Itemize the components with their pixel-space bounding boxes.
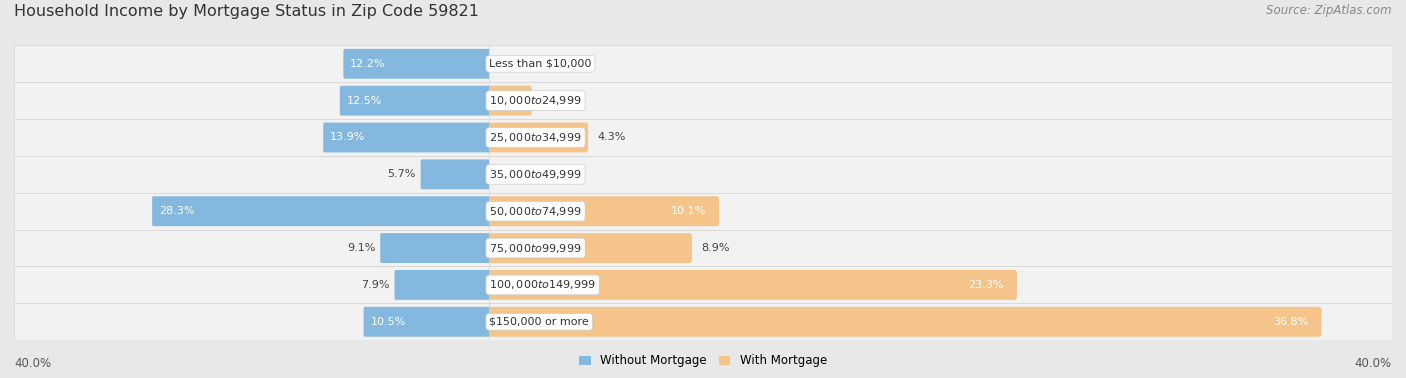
- Text: 9.1%: 9.1%: [347, 243, 375, 253]
- FancyBboxPatch shape: [489, 119, 1392, 156]
- FancyBboxPatch shape: [489, 45, 1392, 82]
- FancyBboxPatch shape: [323, 122, 491, 152]
- FancyBboxPatch shape: [14, 82, 489, 119]
- Text: Less than $10,000: Less than $10,000: [489, 59, 592, 69]
- FancyBboxPatch shape: [395, 270, 491, 300]
- Text: 36.8%: 36.8%: [1272, 317, 1309, 327]
- Text: 12.2%: 12.2%: [350, 59, 385, 69]
- FancyBboxPatch shape: [488, 270, 1017, 300]
- Text: Household Income by Mortgage Status in Zip Code 59821: Household Income by Mortgage Status in Z…: [14, 4, 479, 19]
- FancyBboxPatch shape: [340, 86, 491, 116]
- Text: 4.3%: 4.3%: [598, 133, 626, 143]
- FancyBboxPatch shape: [420, 160, 491, 189]
- Text: $10,000 to $24,999: $10,000 to $24,999: [489, 94, 582, 107]
- Text: $75,000 to $99,999: $75,000 to $99,999: [489, 242, 582, 254]
- FancyBboxPatch shape: [489, 266, 1392, 303]
- Text: 23.3%: 23.3%: [969, 280, 1004, 290]
- Text: 7.9%: 7.9%: [361, 280, 389, 290]
- FancyBboxPatch shape: [488, 196, 718, 226]
- FancyBboxPatch shape: [488, 307, 1322, 337]
- Text: $50,000 to $74,999: $50,000 to $74,999: [489, 205, 582, 218]
- FancyBboxPatch shape: [152, 196, 491, 226]
- FancyBboxPatch shape: [14, 230, 489, 266]
- FancyBboxPatch shape: [489, 193, 1392, 230]
- FancyBboxPatch shape: [14, 45, 489, 82]
- FancyBboxPatch shape: [14, 193, 489, 230]
- FancyBboxPatch shape: [380, 233, 491, 263]
- Text: 10.5%: 10.5%: [371, 317, 406, 327]
- Text: $35,000 to $49,999: $35,000 to $49,999: [489, 168, 582, 181]
- Text: 0.0%: 0.0%: [501, 59, 529, 69]
- FancyBboxPatch shape: [14, 119, 489, 156]
- Text: 13.9%: 13.9%: [330, 133, 366, 143]
- Text: 12.5%: 12.5%: [347, 96, 382, 105]
- FancyBboxPatch shape: [14, 156, 489, 193]
- FancyBboxPatch shape: [14, 266, 489, 303]
- Text: 0.0%: 0.0%: [501, 169, 529, 179]
- FancyBboxPatch shape: [489, 303, 1392, 340]
- FancyBboxPatch shape: [488, 122, 588, 152]
- FancyBboxPatch shape: [489, 156, 1392, 193]
- Text: $150,000 or more: $150,000 or more: [489, 317, 589, 327]
- Text: 8.9%: 8.9%: [702, 243, 730, 253]
- Text: 28.3%: 28.3%: [159, 206, 194, 216]
- FancyBboxPatch shape: [489, 230, 1392, 266]
- FancyBboxPatch shape: [364, 307, 491, 337]
- FancyBboxPatch shape: [14, 303, 489, 340]
- Text: 40.0%: 40.0%: [14, 358, 51, 370]
- Text: 40.0%: 40.0%: [1355, 358, 1392, 370]
- Legend: Without Mortgage, With Mortgage: Without Mortgage, With Mortgage: [574, 350, 832, 372]
- Text: $25,000 to $34,999: $25,000 to $34,999: [489, 131, 582, 144]
- FancyBboxPatch shape: [488, 233, 692, 263]
- FancyBboxPatch shape: [489, 82, 1392, 119]
- Text: 10.1%: 10.1%: [671, 206, 706, 216]
- Text: $100,000 to $149,999: $100,000 to $149,999: [489, 279, 596, 291]
- Text: Source: ZipAtlas.com: Source: ZipAtlas.com: [1267, 4, 1392, 17]
- Text: 1.8%: 1.8%: [541, 96, 569, 105]
- FancyBboxPatch shape: [343, 49, 491, 79]
- FancyBboxPatch shape: [488, 86, 531, 116]
- Text: 5.7%: 5.7%: [387, 169, 416, 179]
